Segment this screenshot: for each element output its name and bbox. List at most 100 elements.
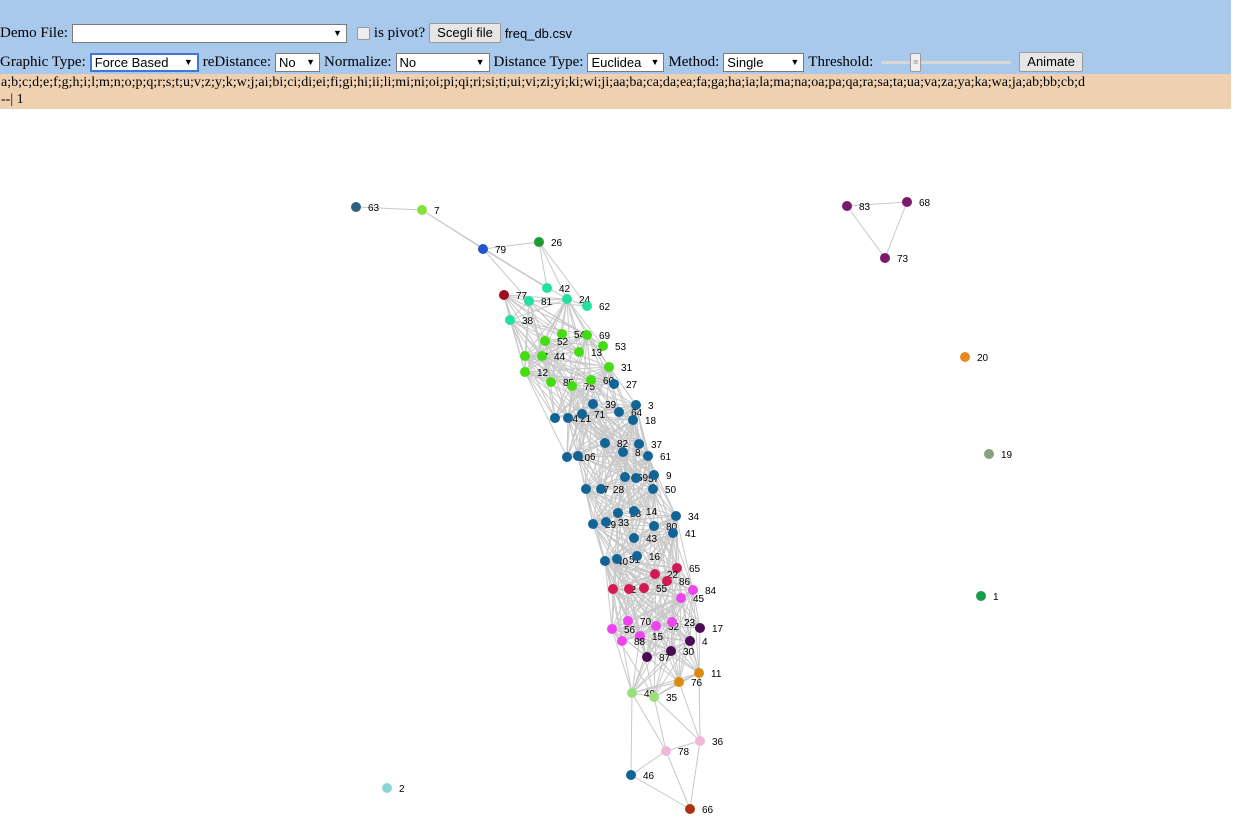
node-circle-49[interactable] [627, 688, 637, 698]
graph-node-59[interactable]: 59 [620, 472, 649, 484]
graph-node-10[interactable]: 10 [562, 452, 591, 464]
graph-node-87[interactable]: 87 [642, 652, 671, 664]
node-circle-50[interactable] [648, 484, 658, 494]
node-circle-51[interactable] [612, 554, 622, 564]
node-circle-71[interactable] [577, 409, 587, 419]
is-pivot-checkbox[interactable] [356, 26, 370, 40]
node-circle-34[interactable] [671, 511, 681, 521]
graph-node-36[interactable]: 36 [695, 736, 724, 748]
node-circle-37[interactable] [634, 439, 644, 449]
node-circle-17[interactable] [695, 623, 705, 633]
graph-node-42[interactable]: 42 [542, 283, 571, 295]
graph-node-46[interactable]: 46 [626, 770, 655, 782]
node-circle-4[interactable] [685, 636, 695, 646]
node-circle-5[interactable] [624, 584, 634, 594]
graph-node-51[interactable]: 51 [612, 554, 641, 566]
node-circle-56[interactable] [607, 624, 617, 634]
graph-node-78[interactable]: 78 [661, 746, 690, 758]
graph-node-81[interactable]: 81 [524, 296, 553, 308]
graph-node-29[interactable]: 29 [588, 519, 617, 531]
redistance-select[interactable]: No ▼ [275, 52, 321, 72]
graph-node-40[interactable]: 40 [600, 556, 629, 568]
graph-node-22[interactable]: 22 [650, 569, 679, 581]
node-circle-29[interactable] [588, 519, 598, 529]
node-circle-82[interactable] [600, 438, 610, 448]
graph-node-34[interactable]: 34 [671, 511, 700, 523]
node-circle-47[interactable] [581, 484, 591, 494]
graph-node-3[interactable]: 3 [631, 400, 654, 412]
node-circle-22[interactable] [650, 569, 660, 579]
graph-node-53[interactable]: 53 [598, 341, 627, 353]
node-circle-86[interactable] [662, 576, 672, 586]
graph-node-76[interactable]: 76 [674, 677, 703, 689]
graph-node-7[interactable]: 7 [417, 205, 440, 217]
node-circle-20[interactable] [960, 352, 970, 362]
node-circle-52[interactable] [540, 336, 550, 346]
graph-node-62[interactable]: 62 [582, 301, 611, 313]
graph-node-77[interactable]: 77 [499, 290, 528, 302]
graph-node-13[interactable]: 13 [574, 347, 603, 359]
graph-node-30[interactable]: 30 [666, 646, 695, 658]
graph-node-6[interactable]: 6 [573, 451, 596, 463]
node-circle-9[interactable] [649, 470, 659, 480]
node-circle-23[interactable] [667, 617, 677, 627]
graph-node-17[interactable]: 17 [695, 623, 724, 635]
node-circle-66[interactable] [685, 804, 695, 814]
node-circle-58[interactable] [613, 508, 623, 518]
node-circle-31[interactable] [604, 362, 614, 372]
node-circle-3[interactable] [631, 400, 641, 410]
node-circle-70[interactable] [623, 616, 633, 626]
node-circle-27[interactable] [609, 379, 619, 389]
graph-node-61[interactable]: 61 [643, 451, 672, 463]
node-circle-19[interactable] [984, 449, 994, 459]
node-circle-39[interactable] [588, 399, 598, 409]
graphic-type-select[interactable]: Force Based ▼ [89, 52, 199, 72]
node-circle-2[interactable] [382, 783, 392, 793]
graph-node-18[interactable]: 18 [628, 415, 657, 427]
node-circle-85[interactable] [546, 377, 556, 387]
graph-node-26[interactable]: 26 [534, 237, 563, 249]
graph-node-21[interactable]: 21 [563, 413, 592, 425]
graph-node-66[interactable]: 66 [685, 804, 714, 816]
graph-node-8[interactable]: 8 [618, 447, 641, 459]
node-circle-42[interactable] [542, 283, 552, 293]
node-circle-15[interactable] [635, 631, 645, 641]
graph-node-11[interactable]: 11 [694, 668, 722, 680]
graph-node-4[interactable]: 4 [685, 636, 708, 648]
graph-node-55[interactable]: 55 [639, 583, 668, 595]
node-circle-21[interactable] [563, 413, 573, 423]
graph-node-33[interactable]: 33 [601, 517, 630, 529]
node-circle-13[interactable] [574, 347, 584, 357]
node-circle-32[interactable] [651, 621, 661, 631]
node-circle-78[interactable] [661, 746, 671, 756]
graph-node-41[interactable]: 41 [668, 528, 697, 540]
graph-node-20[interactable]: 20 [960, 352, 989, 364]
node-circle-64[interactable] [614, 407, 624, 417]
graph-node-50[interactable]: 50 [648, 484, 677, 496]
node-circle-24[interactable] [562, 294, 572, 304]
graph-node-2[interactable]: 2 [382, 783, 405, 795]
graph-node-56[interactable]: 56 [607, 624, 636, 636]
node-circle-81[interactable] [524, 296, 534, 306]
node-circle-63[interactable] [351, 202, 361, 212]
node-circle-30[interactable] [666, 646, 676, 656]
distance-type-select[interactable]: Euclidea ▼ [587, 52, 665, 72]
graph-node-27[interactable]: 27 [609, 379, 638, 391]
node-circle-7[interactable] [417, 205, 427, 215]
node-circle-38[interactable] [505, 315, 515, 325]
graph-node-63[interactable]: 63 [351, 202, 380, 214]
node-circle-67[interactable] [520, 351, 530, 361]
graph-node-43[interactable]: 43 [629, 533, 658, 545]
node-circle-28[interactable] [596, 484, 606, 494]
normalize-select[interactable]: No ▼ [395, 52, 490, 72]
choose-file-button[interactable]: Scegli file [429, 23, 501, 43]
node-circle-54[interactable] [557, 329, 567, 339]
method-select[interactable]: Single ▼ [723, 52, 805, 72]
graph-node-60[interactable]: 60 [586, 375, 615, 387]
node-circle-18[interactable] [628, 415, 638, 425]
node-circle-68[interactable] [902, 197, 912, 207]
graph-node-84[interactable]: 84 [688, 585, 717, 597]
node-circle-44[interactable] [537, 351, 547, 361]
graph-node-31[interactable]: 31 [604, 362, 633, 374]
node-circle-1[interactable] [976, 591, 986, 601]
